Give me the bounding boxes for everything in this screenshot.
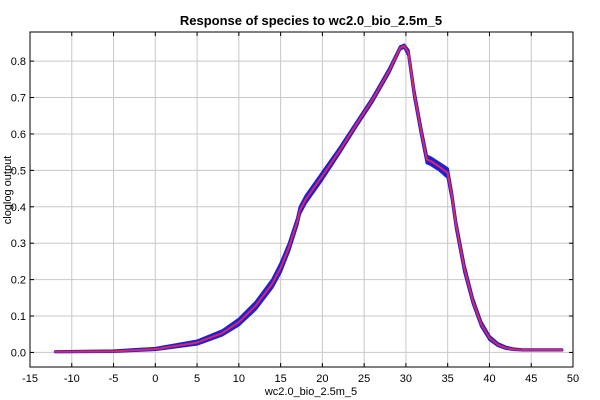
y-tick-label: 0.1 bbox=[11, 311, 26, 323]
chart-title: Response of species to wc2.0_bio_2.5m_5 bbox=[180, 13, 442, 28]
y-tick-label: 0.7 bbox=[11, 93, 26, 105]
y-tick-label: 0.8 bbox=[11, 56, 26, 68]
y-tick-label: 0.3 bbox=[11, 238, 26, 250]
y-tick-label: 0.5 bbox=[11, 165, 26, 177]
x-tick-label: 0 bbox=[152, 373, 158, 385]
plot-frame bbox=[29, 31, 574, 368]
x-tick-label: 40 bbox=[483, 373, 495, 385]
x-tick-label: 20 bbox=[316, 373, 328, 385]
x-axis-ticks: -15 -10 -5 0 5 10 15 20 25 30 35 40 45 50 bbox=[22, 32, 579, 385]
x-axis-label: wc2.0_bio_2.5m_5 bbox=[264, 386, 357, 398]
x-tick-label: 15 bbox=[274, 373, 286, 385]
x-tick-label: -15 bbox=[22, 373, 38, 385]
y-axis-ticks: 0.0 0.1 0.2 0.3 0.4 0.5 0.6 0.7 0.8 bbox=[11, 56, 573, 359]
y-tick-label: 0.2 bbox=[11, 275, 26, 287]
grid bbox=[29, 32, 574, 367]
x-tick-label: 5 bbox=[194, 373, 200, 385]
y-tick-label: 0.4 bbox=[11, 202, 26, 214]
x-tick-label: 10 bbox=[233, 373, 245, 385]
y-tick-label: 0.6 bbox=[11, 129, 26, 141]
x-tick-label: 30 bbox=[400, 373, 412, 385]
x-tick-label: 25 bbox=[358, 373, 370, 385]
mean-response-line bbox=[54, 44, 564, 353]
confidence-band bbox=[53, 43, 564, 354]
confidence-band-area bbox=[53, 43, 564, 354]
x-tick-label: 35 bbox=[442, 373, 454, 385]
x-tick-label: 45 bbox=[525, 373, 537, 385]
mean-response-path bbox=[54, 44, 564, 353]
y-axis-label: cloglog output bbox=[2, 156, 14, 225]
x-tick-label: 50 bbox=[567, 373, 579, 385]
y-tick-label: 0.0 bbox=[11, 347, 26, 359]
x-tick-label: -5 bbox=[109, 373, 119, 385]
x-tick-label: -10 bbox=[64, 373, 80, 385]
